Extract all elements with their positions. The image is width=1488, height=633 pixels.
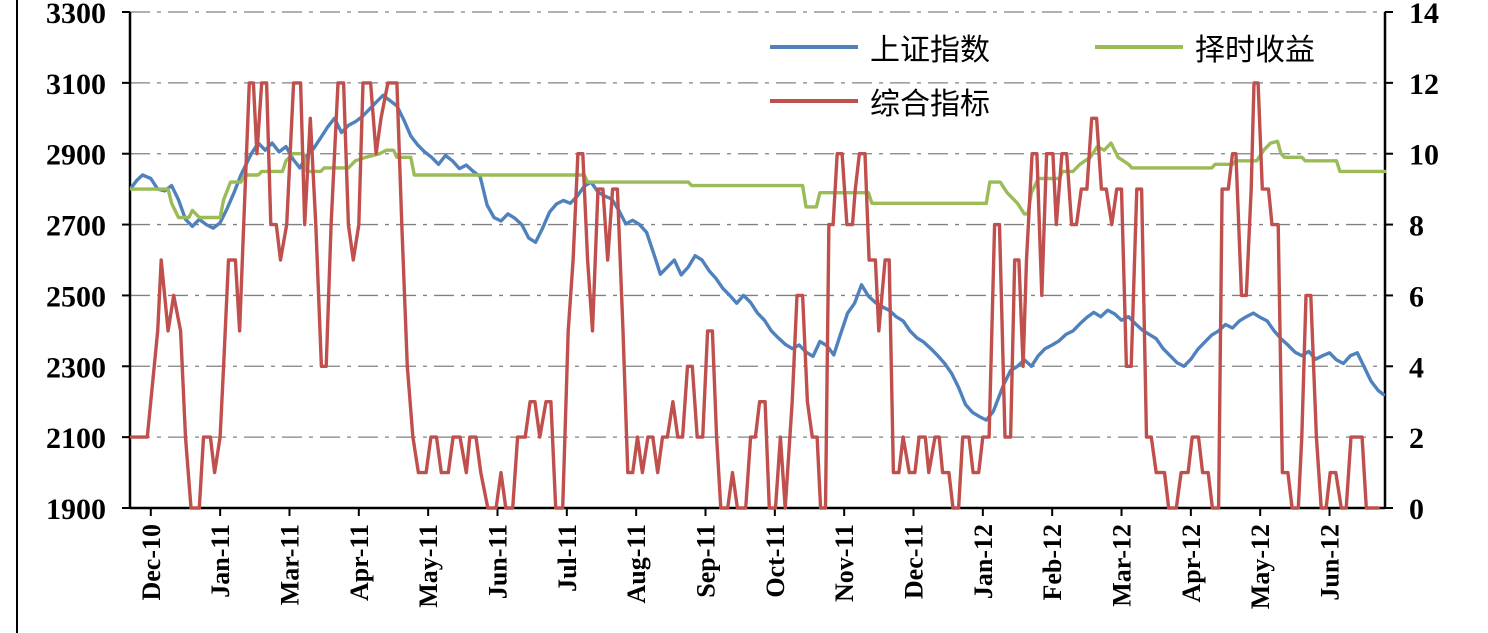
- right-axis-tick-label: 12: [1409, 68, 1439, 101]
- legend-line-sample-timing-return: [1095, 45, 1183, 49]
- x-axis-tick-label: Aug-11: [622, 524, 651, 603]
- legend-row-1: 上证指数 择时收益: [770, 20, 1315, 74]
- shanghai-composite-index-line: [129, 93, 1386, 422]
- legend-line-sample-shanghai-index: [770, 45, 858, 49]
- x-axis-tick-label: Jun-12: [1316, 524, 1345, 601]
- left-axis-tick-label: 3300: [46, 0, 106, 30]
- x-axis-tick-label: May-12: [1246, 524, 1275, 609]
- timing-return-line: [129, 139, 1387, 220]
- right-axis-tick-label: 14: [1409, 0, 1439, 30]
- legend-item-timing-return: 择时收益: [1095, 25, 1315, 69]
- right-axis-tick-label: 2: [1409, 422, 1424, 455]
- left-axis-tick-label: 2300: [46, 351, 106, 384]
- x-axis-tick-label: Apr-11: [345, 524, 374, 601]
- x-axis-tick-label: Dec-10: [137, 524, 166, 601]
- left-axis-tick-label: 3100: [46, 68, 106, 101]
- right-axis-tick-label: 10: [1409, 139, 1439, 172]
- composite-indicator-line: [129, 81, 1380, 510]
- x-axis-tick-label: Feb-12: [1038, 524, 1067, 601]
- legend-item-composite-indicator: 综合指标: [770, 79, 990, 123]
- right-axis-tick-label: 8: [1409, 210, 1424, 243]
- x-axis-tick-label: Mar-11: [275, 524, 304, 605]
- x-axis-tick-label: Oct-11: [761, 524, 790, 598]
- legend-label-shanghai-index: 上证指数: [870, 34, 990, 67]
- x-axis-tick-label: Jan-11: [206, 524, 235, 598]
- x-axis-tick-label: Jul-11: [553, 524, 582, 592]
- x-axis-tick-label: Jan-12: [969, 524, 998, 599]
- legend-line-sample-composite-indicator: [770, 99, 858, 103]
- left-axis-tick-label: 1900: [46, 493, 106, 526]
- chart-legend: 上证指数 择时收益 综合指标: [770, 20, 1315, 128]
- page-border-line: [16, 0, 18, 633]
- legend-label-timing-return: 择时收益: [1195, 34, 1315, 67]
- left-axis-tick-label: 2100: [46, 422, 106, 455]
- x-axis-tick-label: May-11: [414, 524, 443, 608]
- legend-item-shanghai-composite-index: 上证指数: [770, 25, 990, 69]
- left-axis-tick-label: 2500: [46, 280, 106, 313]
- x-axis-tick-label: Nov-11: [830, 524, 859, 602]
- right-axis-tick-label: 4: [1409, 351, 1424, 384]
- left-axis-tick-label: 2900: [46, 139, 106, 172]
- x-axis-tick-label: Apr-12: [1177, 524, 1206, 602]
- right-axis-tick-label: 0: [1409, 493, 1424, 526]
- right-axis-tick-label: 6: [1409, 280, 1424, 313]
- x-axis-tick-label: Mar-12: [1108, 524, 1137, 607]
- legend-label-composite-indicator: 综合指标: [870, 88, 990, 121]
- left-axis-tick-label: 2700: [46, 210, 106, 243]
- legend-row-2: 综合指标: [770, 74, 1315, 128]
- x-axis-tick-label: Dec-11: [900, 524, 929, 599]
- x-axis-tick-label: Sep-11: [691, 524, 720, 598]
- x-axis-tick-label: Jun-11: [483, 524, 512, 599]
